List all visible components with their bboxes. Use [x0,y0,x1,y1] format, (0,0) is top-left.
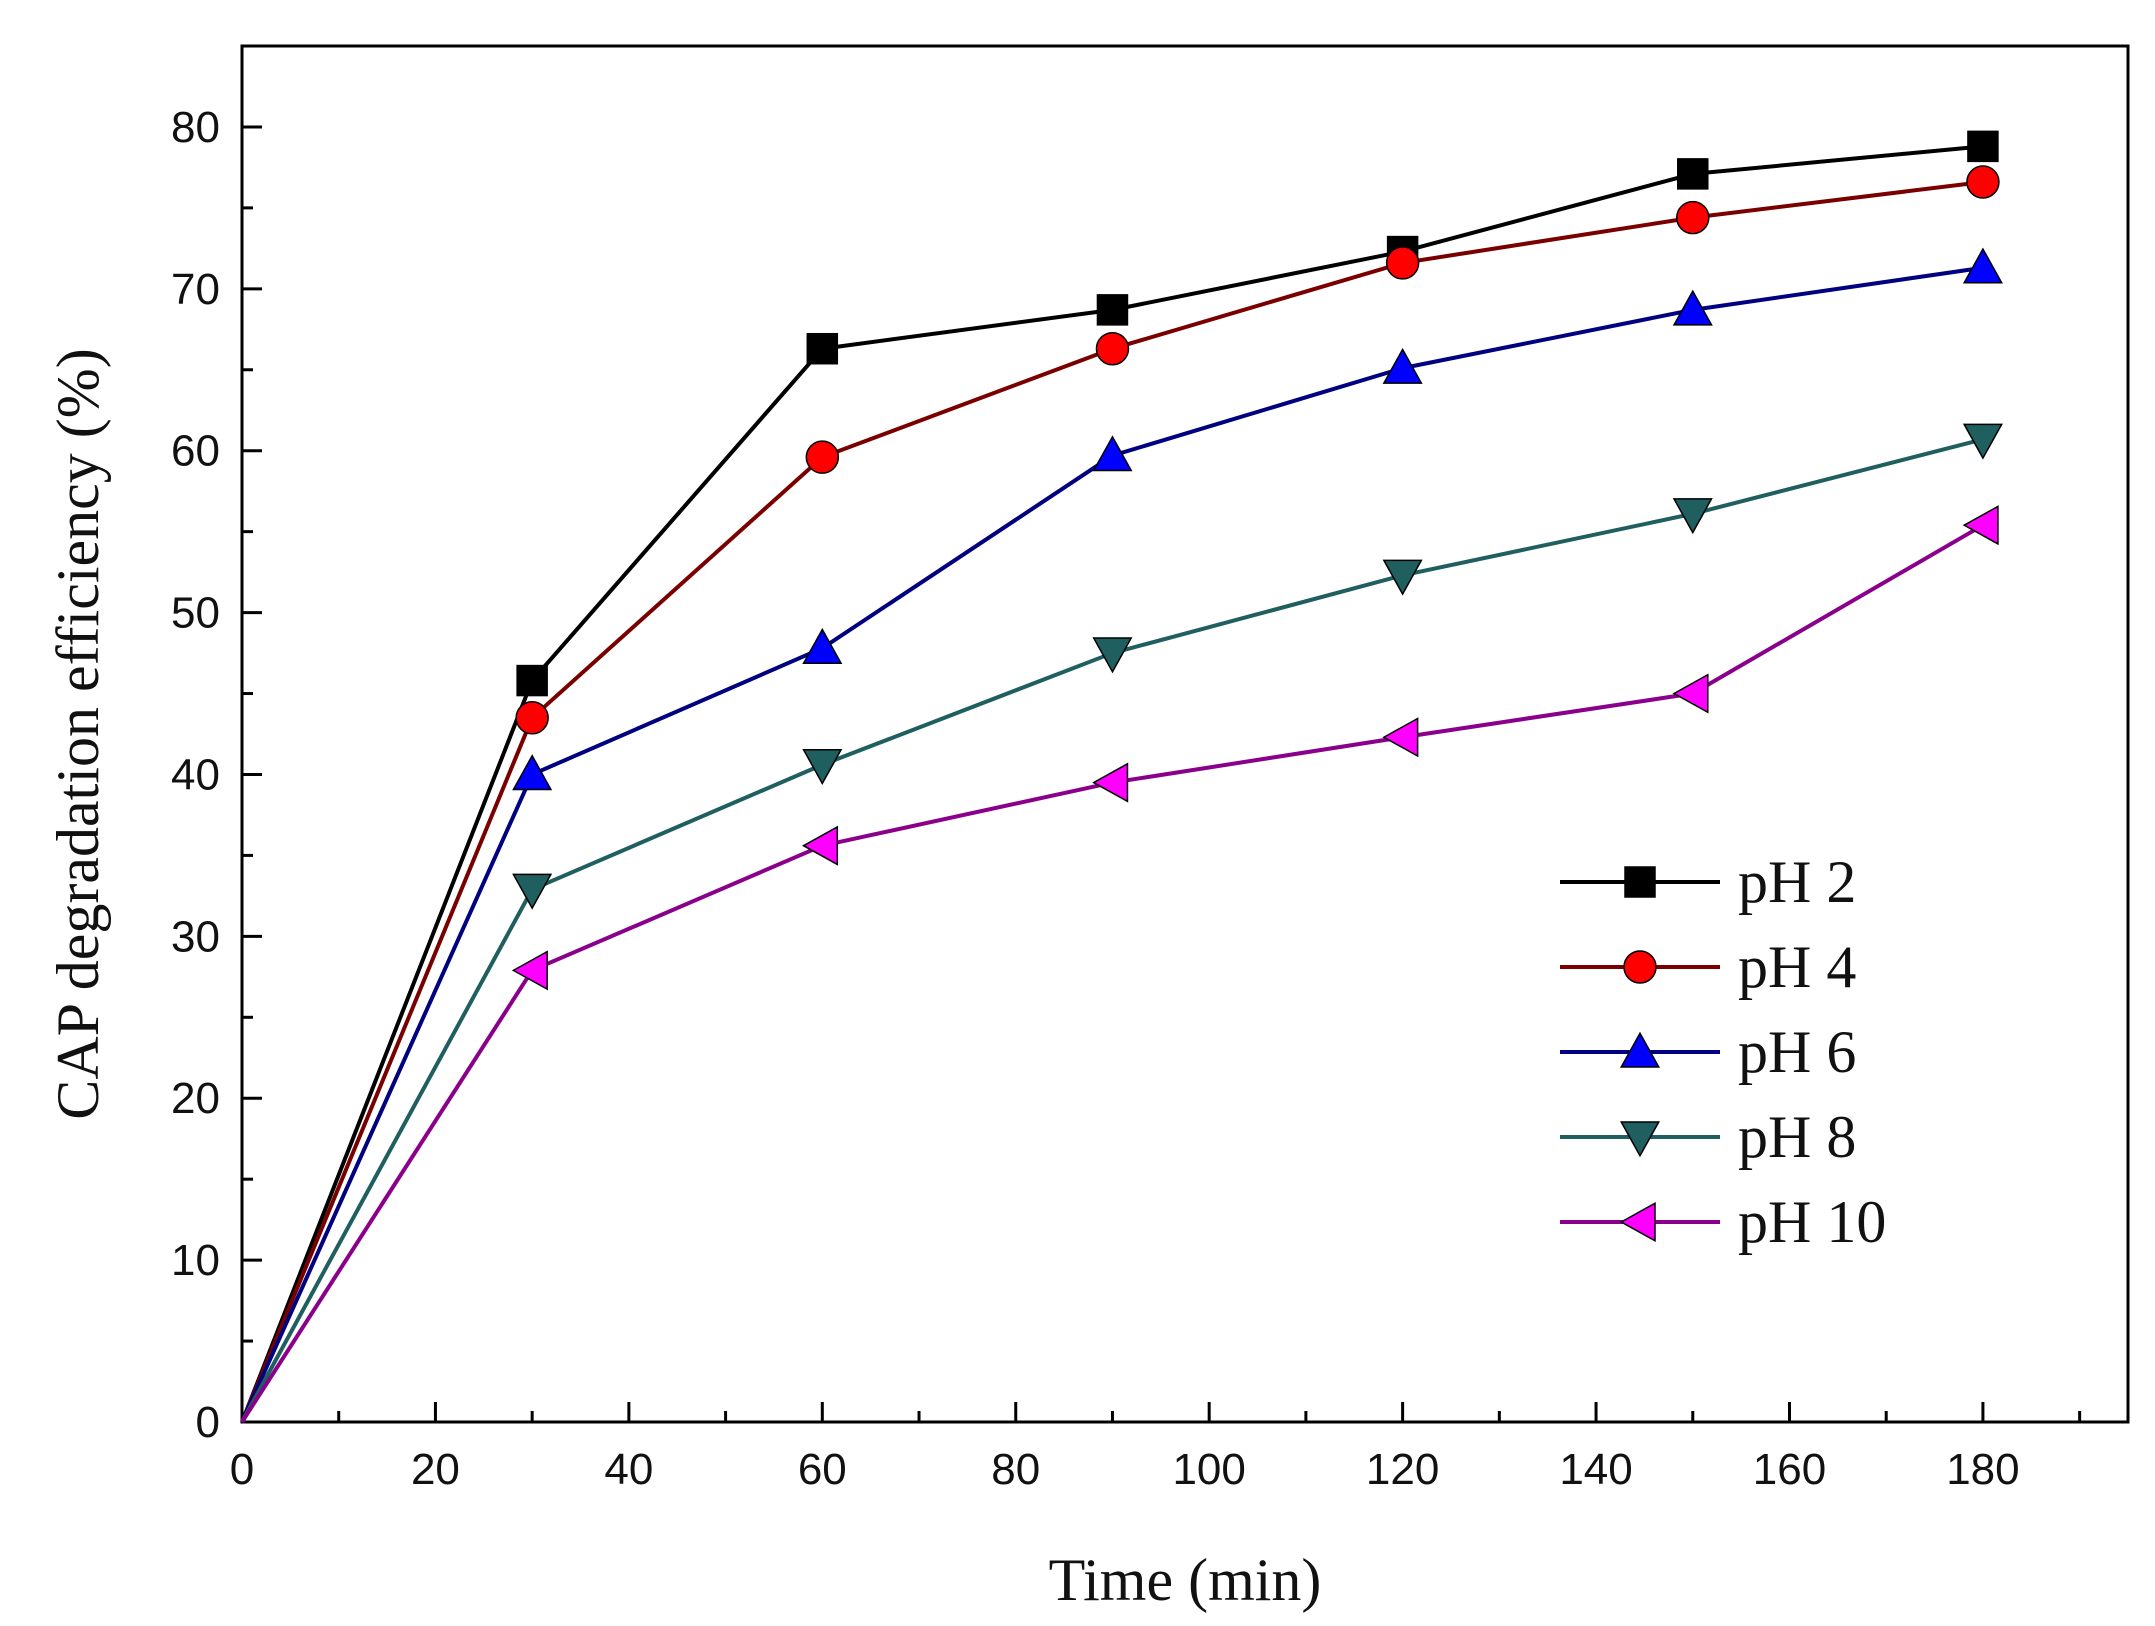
series-ph-10 [240,505,1999,1424]
legend-label: pH 10 [1738,1189,1886,1255]
data-point [1092,435,1133,472]
x-tick-label: 140 [1559,1445,1632,1494]
data-point [1677,158,1709,190]
data-point [1092,762,1129,803]
data-point [512,754,553,791]
y-tick-label: 50 [171,589,220,638]
legend-entry: pH 2 [1560,849,1856,915]
y-tick-label: 60 [171,427,220,476]
y-tick-label: 10 [171,1236,220,1285]
y-tick-label: 70 [171,265,220,314]
data-point [1676,200,1710,235]
data-point [1672,498,1713,535]
data-point [511,950,548,991]
series-ph-8 [240,423,2003,1423]
y-tick-label: 40 [171,750,220,799]
y-tick-label: 20 [171,1074,220,1123]
legend-marker [1624,866,1656,898]
legend: pH 2 pH 4 pH 6 pH 8 pH 10 [1560,849,1886,1255]
data-point [1962,505,1999,546]
legend-label: pH 2 [1738,849,1856,915]
data-point [1962,247,2003,284]
legend-marker [1623,950,1657,984]
legend-label: pH 4 [1738,934,1856,1000]
data-point [1962,423,2003,460]
series-ph-6 [240,247,2003,1423]
data-point [516,664,548,697]
data-point [1672,289,1713,326]
legend-marker [1619,1031,1661,1068]
x-tick-label: 60 [798,1445,847,1494]
data-point [806,332,839,365]
data-point [1095,331,1130,366]
series-line [240,179,1984,1423]
legend-marker [1619,1201,1656,1243]
x-tick-label: 180 [1946,1445,2019,1494]
data-point [1092,637,1133,674]
data-point [512,873,553,910]
data-point [1385,246,1420,280]
x-tick-label: 100 [1172,1445,1245,1494]
data-point [1382,559,1423,596]
series-line [240,437,1984,1423]
legend-entry: pH 8 [1560,1104,1856,1170]
x-tick-label: 40 [604,1445,653,1494]
y-tick-label: 0 [196,1398,220,1447]
y-tick-label: 30 [171,912,220,961]
data-point [1967,130,1999,163]
data-point [1382,347,1423,384]
series-layer [240,130,2003,1424]
y-tick-label: 80 [171,103,220,152]
data-point [802,825,839,866]
x-tick-label: 20 [411,1445,460,1494]
legend-entry: pH 6 [1560,1019,1856,1085]
x-tick-label: 80 [991,1445,1040,1494]
data-point [1672,673,1709,714]
legend-label: pH 6 [1738,1019,1856,1085]
series-ph-2 [240,130,1999,1423]
x-tick-label: 120 [1366,1445,1439,1494]
data-point [515,701,549,735]
legend-entry: pH 10 [1560,1189,1886,1255]
legend-label: pH 8 [1738,1104,1856,1170]
axes-layer: 0 20 40 60 80 100 120 140 160 180 0 10 20 30 40 50 60 70 8… [171,44,2130,1494]
series-ph-4 [240,165,2000,1423]
data-point [1096,294,1129,326]
x-tick-label: 0 [230,1445,254,1494]
legend-marker [1619,1121,1661,1158]
legend-entry: pH 4 [1560,934,1856,1000]
data-point [1966,165,2000,199]
data-point [802,627,843,664]
data-point [805,440,840,474]
data-point [1382,717,1419,758]
x-tick-label: 160 [1753,1445,1826,1494]
plot-frame [240,44,2130,1424]
x-axis-title: Time (min) [1049,1547,1322,1613]
data-point [802,749,843,786]
y-axis-title: CAP degradation efficiency (%) [45,348,111,1119]
